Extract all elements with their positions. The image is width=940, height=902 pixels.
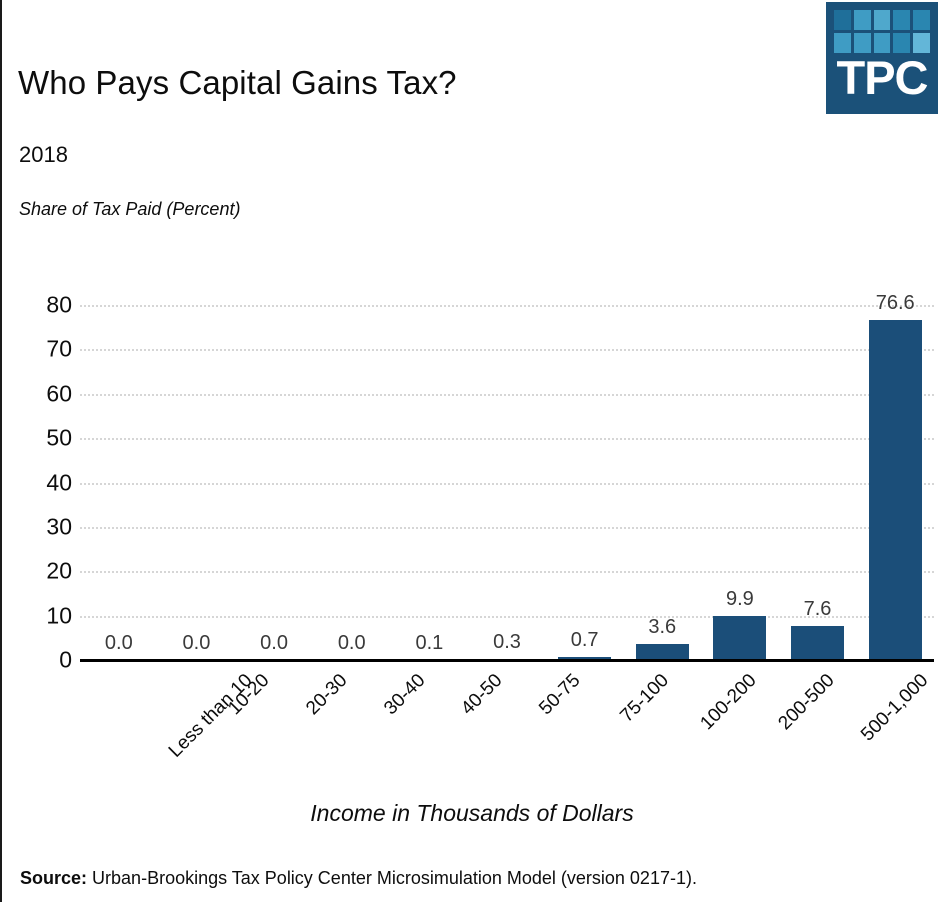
logo-cell [834,33,851,53]
gridline [80,305,934,307]
bar-value-label: 76.6 [875,292,915,315]
x-axis-tick-label: 500-1,000 [856,670,932,746]
logo-cell [893,10,911,30]
logo-cell [873,10,891,30]
x-axis-tick-label: 10-20 [224,670,274,720]
x-axis-tick-label: 75-100 [615,670,673,727]
bar [868,320,922,660]
bar-value-label: 9.9 [726,588,754,611]
gridline [80,482,934,485]
logo-cell [853,10,871,30]
source-label: Source: [20,868,88,888]
bar [558,656,612,660]
bar-value-label: 3.6 [648,616,677,639]
bar [635,644,689,660]
bar-value-label: 0.0 [260,632,288,654]
logo-grid [834,10,930,53]
y-axis-ticks: 80 70 60 50 40 30 20 10 0 [2,293,72,671]
gridline [80,526,934,529]
y-axis-tick-label: 50 [46,424,72,451]
source-note: Source: Urban-Brookings Tax Policy Cente… [20,868,697,889]
gridline [80,393,934,396]
chart-year-subtitle: 2018 [19,142,68,167]
y-axis-unit-label: Share of Tax Paid (Percent) [19,199,241,219]
bar [713,616,767,660]
bar-value-label: 0.7 [570,628,599,651]
bar-value-label: 0.0 [104,632,133,654]
x-axis-tick-label: 100-200 [696,670,761,735]
x-axis-tick-label: 30-40 [379,670,430,720]
y-axis-tick-label: 20 [46,557,72,584]
y-axis-tick-label: 0 [59,646,72,673]
gridline [80,615,934,618]
y-axis-tick-label: 70 [46,335,72,362]
logo-cell [834,10,851,30]
bar-value-label: 0.3 [493,630,521,653]
tpc-logo: TPC [826,2,938,114]
x-axis-tick-label: 20-30 [302,670,352,720]
x-axis-tick-label: 40-50 [457,670,507,720]
bar [791,626,845,660]
source-text: Urban-Brookings Tax Policy Center Micros… [92,868,697,888]
y-axis-tick-label: 10 [46,602,72,629]
x-axis-line [80,659,934,662]
page-title: Who Pays Capital Gains Tax? [18,64,457,101]
logo-cell [913,10,930,30]
bar-value-label: 0.0 [337,632,366,654]
bar-value-label: 0.0 [182,632,211,654]
y-axis-tick-label: 40 [46,469,72,495]
logo-cell [853,33,871,53]
logo-cell [893,33,911,53]
logo-cell [873,33,891,53]
x-axis-title: Income in Thousands of Dollars [310,800,634,826]
gridline [80,438,934,441]
logo-wordmark: TPC [836,51,929,104]
y-axis-tick-label: 60 [46,380,72,407]
logo-cell [913,33,930,53]
gridline [80,571,934,574]
x-axis-tick-label: 200-500 [774,670,839,735]
y-axis-tick-label: 80 [46,291,72,318]
bar-value-label: 0.1 [415,631,444,654]
bar-value-label: 7.6 [803,598,832,621]
y-axis-tick-label: 30 [46,513,72,540]
x-axis-tick-label: 50-75 [535,670,585,720]
gridline [80,349,934,352]
plot-area [80,305,934,660]
